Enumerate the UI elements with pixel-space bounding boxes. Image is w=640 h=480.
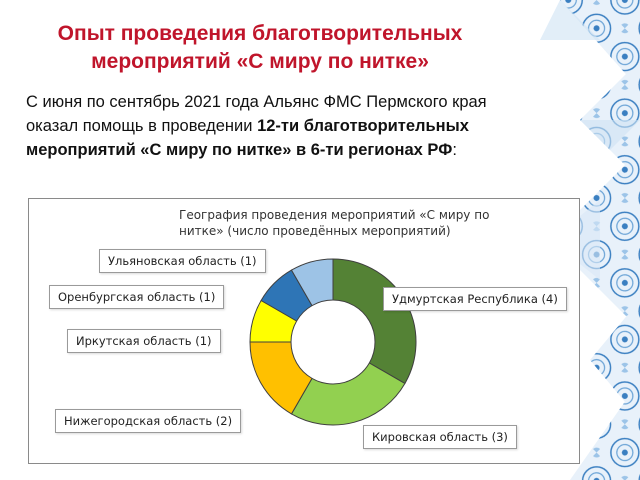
slide-title-line1: Опыт проведения благотворительных	[57, 22, 463, 45]
intro-end-text: :	[452, 141, 457, 159]
label-nizhny-novgorod: Нижегородская область (2)	[55, 409, 242, 433]
label-orenburg: Оренбургская область (1)	[49, 285, 225, 309]
intro-plain-text: С июня по сентябрь 2021 года Альянс ФМС …	[26, 93, 487, 135]
label-irkutsk: Иркутская область (1)	[67, 329, 221, 353]
intro-bold-text: 12-ти благотворительных мероприятий «С м…	[26, 117, 469, 159]
chart-frame: География проведения мероприятий «С миру…	[28, 198, 580, 464]
label-kirov: Кировская область (3)	[363, 425, 517, 449]
intro-paragraph: С июня по сентябрь 2021 года Альянс ФМС …	[26, 90, 516, 162]
chart-title: География проведения мероприятий «С миру…	[179, 207, 499, 239]
label-ulyanovsk: Ульяновская область (1)	[99, 249, 266, 273]
label-udmurtia: Удмуртская Республика (4)	[383, 287, 567, 311]
slice-udmurtia	[332, 258, 417, 385]
slice-kirov	[290, 362, 406, 426]
decorative-pattern	[540, 0, 640, 480]
chart-title-line1: География проведения мероприятий «С миру…	[179, 208, 490, 222]
slide-title-line2: мероприятий «С миру по нитке»	[91, 50, 429, 73]
slide-title: Опыт проведения благотворительных меропр…	[20, 20, 500, 76]
slice-ulyanovsk	[290, 258, 334, 307]
chart-title-line2: нитке» (число проведённых мероприятий)	[179, 224, 451, 238]
